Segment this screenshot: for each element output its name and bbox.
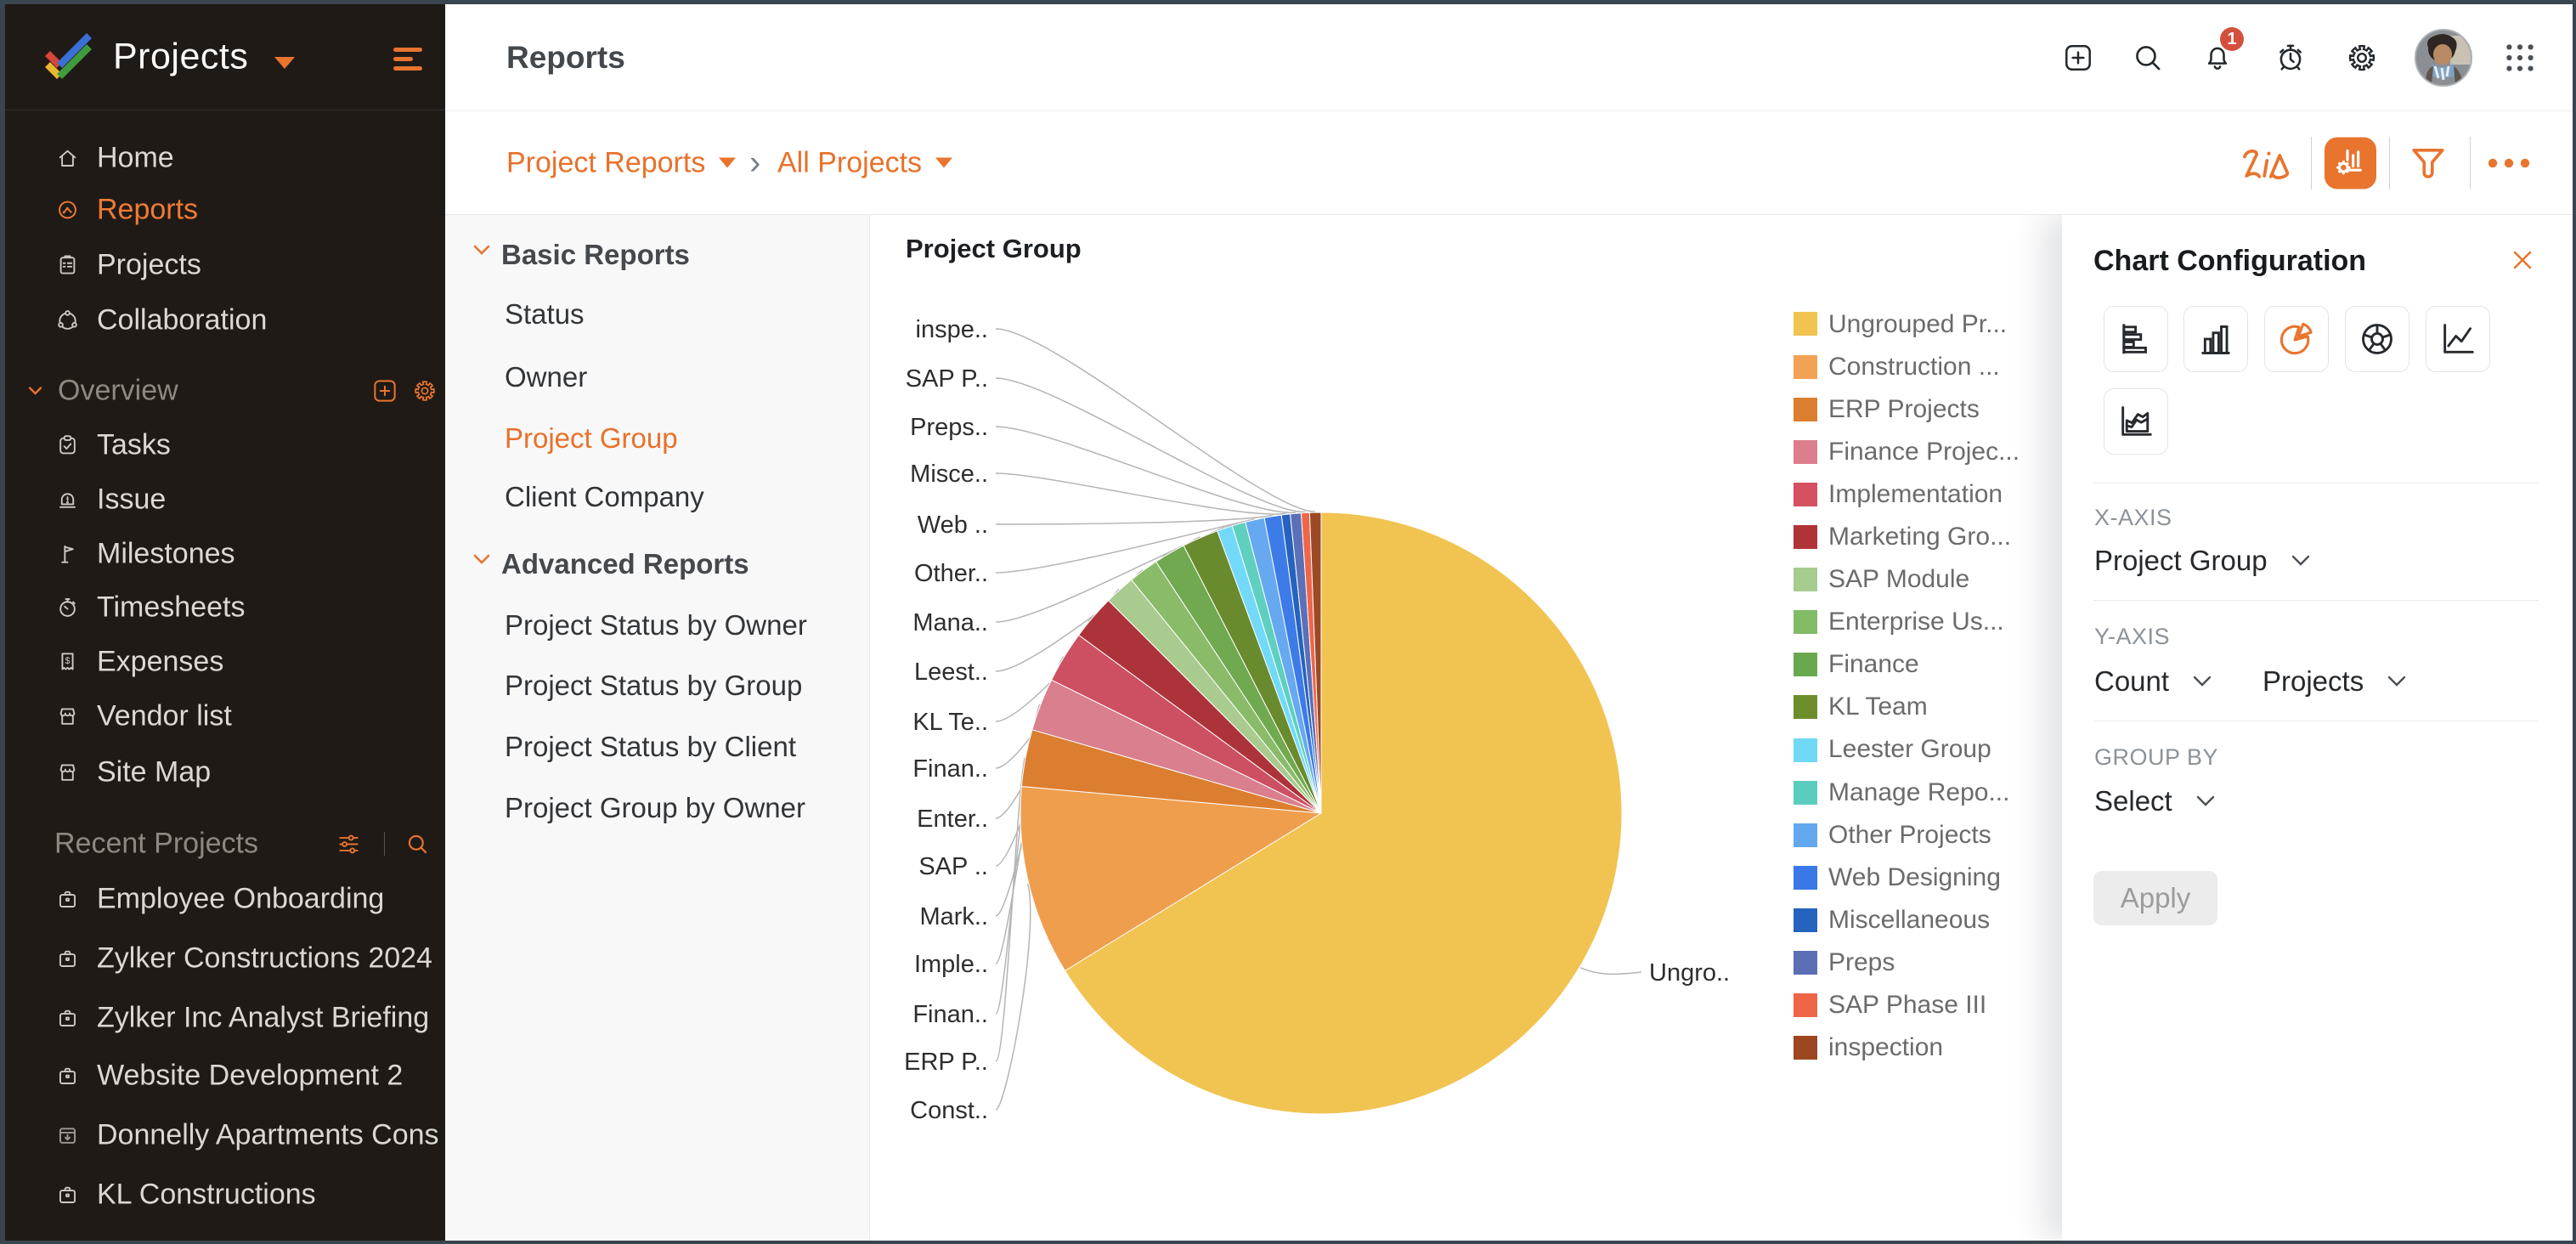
svg-text:$: $ bbox=[65, 656, 71, 666]
